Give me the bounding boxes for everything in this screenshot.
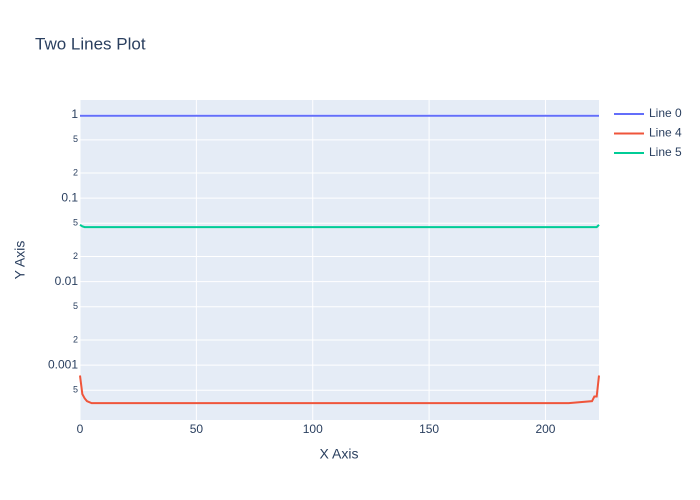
- y-tick-label: 2: [73, 251, 78, 261]
- legend-label: Line 4: [649, 126, 682, 140]
- y-tick-label: 0.01: [55, 274, 79, 288]
- y-tick-label: 5: [73, 218, 78, 228]
- chart-title: Two Lines Plot: [35, 34, 146, 53]
- x-tick-label: 200: [535, 422, 555, 436]
- y-axis-title: Y Axis: [12, 241, 28, 280]
- data-line: [79, 375, 600, 405]
- legend-label: Line 5: [649, 145, 682, 159]
- legend-label: Line 0: [649, 106, 682, 120]
- y-tick-label: 2: [73, 167, 78, 177]
- x-tick-label: 50: [190, 422, 204, 436]
- x-tick-label: 150: [419, 422, 439, 436]
- y-tick-label: 5: [73, 301, 78, 311]
- y-tick-label: 0.001: [48, 357, 78, 371]
- x-axis-title: X Axis: [320, 446, 359, 462]
- data-line: [79, 223, 600, 229]
- plot-area: [80, 100, 599, 420]
- y-tick-label: 1: [71, 107, 78, 121]
- y-tick-label: 5: [73, 385, 78, 395]
- y-tick-label: 5: [73, 134, 78, 144]
- y-tick-label: 2: [73, 334, 78, 344]
- x-tick-label: 0: [77, 422, 84, 436]
- x-tick-label: 100: [303, 422, 323, 436]
- y-tick-label: 0.1: [61, 190, 78, 204]
